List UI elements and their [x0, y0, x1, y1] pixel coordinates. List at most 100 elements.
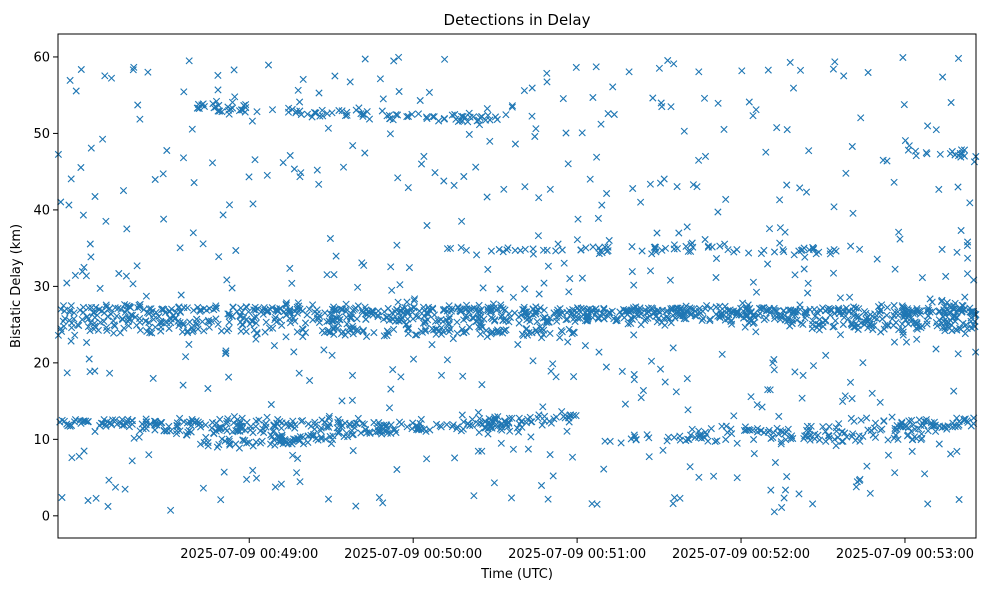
scatter-point	[911, 425, 919, 433]
scatter-point	[224, 415, 232, 423]
scatter-point	[712, 273, 720, 282]
scatter-point	[125, 302, 133, 310]
scatter-point	[726, 306, 734, 314]
scatter-point	[357, 110, 365, 118]
scatter-point	[379, 95, 387, 103]
scatter-point	[243, 475, 251, 483]
scatter-point	[504, 244, 512, 252]
scatter-point	[424, 303, 433, 311]
scatter-point	[445, 321, 453, 329]
scatter-point	[770, 315, 779, 323]
scatter-point	[415, 313, 423, 321]
scatter-point	[846, 293, 854, 301]
y-axis: 0 10 20 30 40 50 60	[33, 50, 58, 524]
scatter-point	[376, 75, 384, 83]
scatter-point	[293, 469, 301, 477]
scatter-point	[926, 308, 934, 316]
scatter-point	[379, 499, 387, 507]
scatter-point	[724, 246, 732, 254]
scatter-point	[651, 245, 659, 253]
scatter-point	[718, 350, 726, 358]
scatter-point	[544, 262, 552, 270]
scatter-point	[829, 65, 837, 73]
scatter-point	[317, 435, 325, 443]
scatter-point	[912, 434, 920, 442]
scatter-point	[515, 414, 523, 422]
scatter-point	[924, 122, 932, 130]
scatter-point	[111, 416, 120, 424]
scatter-point	[87, 253, 95, 261]
scatter-point	[740, 426, 749, 435]
scatter-point	[893, 422, 901, 430]
scatter-point	[466, 421, 474, 430]
scatter-point	[840, 72, 848, 80]
scatter-point	[196, 306, 205, 314]
scatter-point	[749, 319, 757, 328]
scatter-point	[856, 245, 864, 253]
scatter-point	[918, 434, 926, 442]
scatter-point	[268, 433, 276, 441]
scatter-point	[931, 421, 939, 429]
scatter-point	[821, 427, 830, 436]
scatter-point	[603, 247, 611, 255]
scatter-point	[60, 322, 68, 330]
scatter-point	[165, 324, 173, 333]
scatter-point	[783, 473, 791, 481]
scatter-point	[342, 300, 350, 308]
scatter-point	[706, 317, 714, 325]
scatter-point	[604, 312, 612, 320]
scatter-point	[628, 243, 636, 251]
scatter-point	[341, 112, 350, 120]
scatter-point	[721, 316, 729, 324]
scatter-point	[267, 400, 275, 409]
scatter-point	[214, 71, 222, 79]
scatter-point	[552, 247, 560, 255]
scatter-point	[524, 445, 532, 453]
scatter-point	[142, 292, 150, 300]
scatter-point	[225, 201, 234, 209]
scatter-point	[225, 435, 233, 443]
scatter-point	[131, 313, 139, 321]
scatter-point	[296, 107, 304, 115]
scatter-point	[575, 306, 583, 315]
scatter-point	[422, 427, 430, 435]
scatter-point	[594, 214, 602, 222]
scatter-point	[116, 329, 124, 337]
scatter-point	[831, 58, 839, 66]
scatter-point	[506, 427, 514, 435]
scatter-point	[781, 486, 790, 494]
scatter-point	[289, 451, 297, 459]
scatter-point	[796, 66, 805, 74]
scatter-point	[354, 414, 362, 422]
scatter-point	[282, 301, 290, 309]
scatter-point	[394, 298, 402, 306]
scatter-point	[255, 416, 263, 424]
scatter-point	[245, 173, 253, 181]
scatter-point	[194, 325, 202, 333]
scatter-point	[738, 67, 746, 75]
scatter-point	[943, 298, 951, 307]
x-axis: 2025-07-09 00:49:00 2025-07-09 00:50:00 20…	[180, 538, 974, 562]
scatter-point	[771, 458, 779, 467]
scatter-point	[79, 417, 87, 425]
scatter-point	[583, 313, 591, 321]
scatter-point	[883, 303, 891, 312]
scatter-point	[359, 326, 367, 334]
scatter-point	[242, 327, 250, 336]
scatter-point	[185, 426, 193, 435]
scatter-point	[527, 418, 535, 426]
scatter-point	[282, 333, 290, 341]
scatter-point	[689, 181, 697, 189]
scatter-point	[105, 476, 113, 484]
scatter-point	[701, 152, 710, 160]
scatter-point	[219, 211, 227, 219]
scatter-point	[288, 279, 296, 287]
scatter-point	[307, 422, 315, 430]
scatter-point	[297, 169, 305, 177]
x-tick-label: 2025-07-09 00:50:00	[344, 547, 482, 562]
scatter-point	[223, 327, 231, 335]
scatter-point	[581, 317, 590, 325]
scatter-point	[655, 64, 663, 72]
scatter-point	[366, 428, 374, 436]
scatter-point	[832, 442, 840, 450]
